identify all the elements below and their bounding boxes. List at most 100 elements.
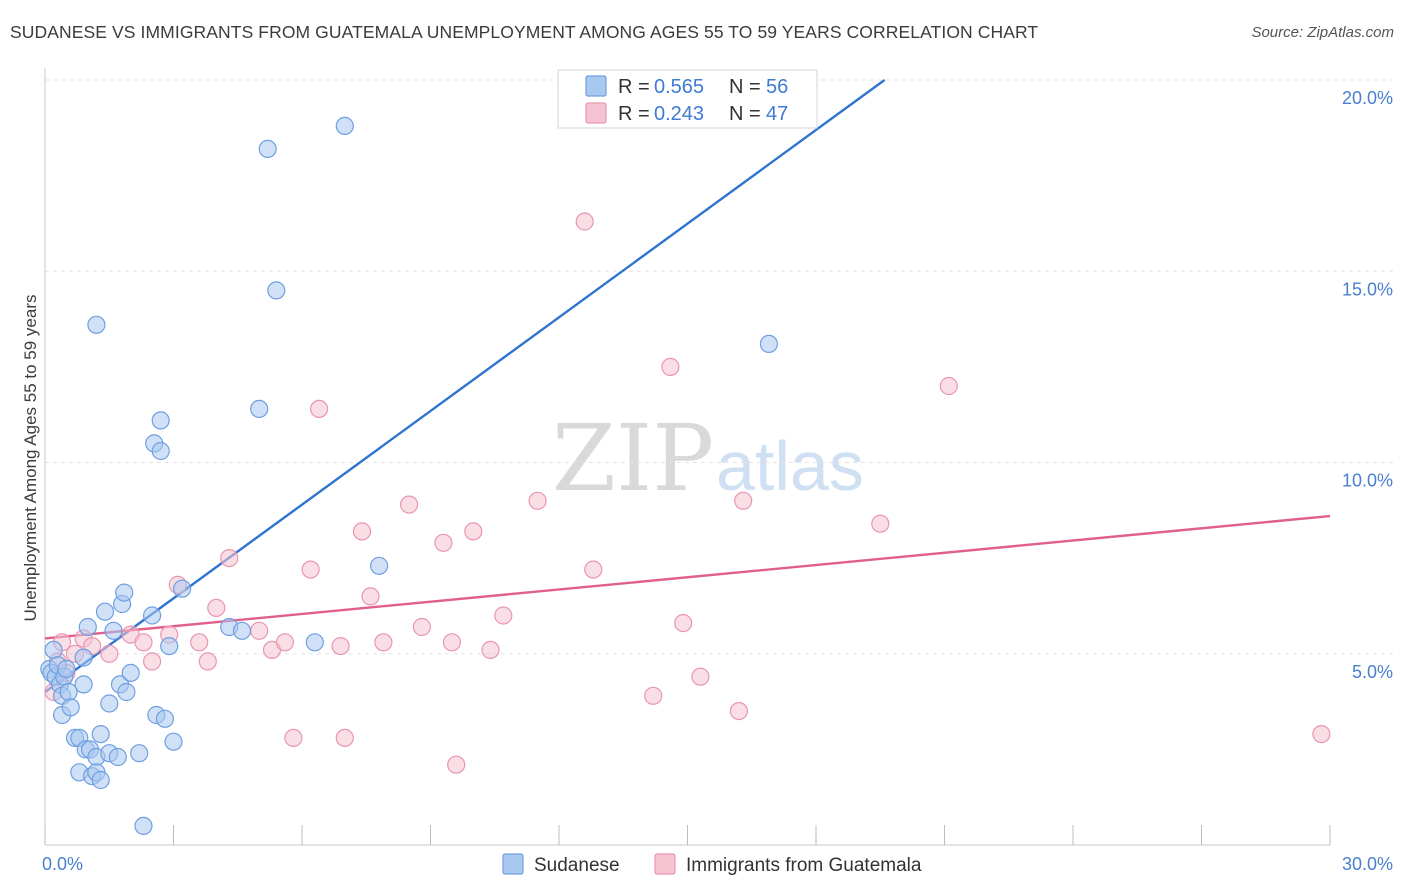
legend-n-label-1: N =: [729, 76, 761, 98]
point-guatemala: [1312, 724, 1331, 744]
point-sudanese: [95, 602, 115, 621]
point-guatemala: [871, 514, 890, 533]
point-sudanese: [117, 682, 136, 702]
point-guatemala: [434, 533, 453, 552]
point-guatemala: [275, 633, 294, 652]
point-sudanese: [155, 709, 174, 728]
point-guatemala: [734, 491, 753, 510]
point-guatemala: [729, 701, 749, 721]
point-guatemala: [198, 652, 217, 671]
point-sudanese: [57, 659, 76, 679]
point-guatemala: [674, 613, 693, 633]
y-tick-label: 20.0%: [1342, 88, 1393, 108]
legend-swatch-sudanese: [585, 75, 607, 97]
point-guatemala: [250, 621, 269, 640]
point-guatemala: [584, 560, 603, 579]
point-sudanese: [151, 441, 170, 461]
point-sudanese: [61, 698, 80, 717]
point-guatemala: [335, 728, 354, 748]
point-guatemala: [644, 686, 663, 705]
point-guatemala: [207, 598, 226, 618]
legend-n-label-2: N =: [729, 103, 761, 125]
point-sudanese: [44, 640, 63, 660]
x-tick-label: 30.0%: [1342, 854, 1393, 874]
point-guatemala: [190, 633, 209, 652]
point-sudanese: [173, 579, 192, 598]
trend-line-sudanese: [44, 79, 886, 693]
point-sudanese: [74, 648, 93, 667]
point-guatemala: [528, 491, 547, 510]
point-guatemala: [284, 728, 303, 748]
point-sudanese: [121, 663, 140, 683]
point-sudanese: [91, 724, 110, 744]
legend-r-label-2: R =: [618, 103, 650, 125]
trend-lines: [44, 79, 1331, 693]
point-sudanese: [87, 315, 106, 334]
point-sudanese: [108, 747, 127, 767]
point-sudanese: [335, 116, 354, 136]
y-tick-label: 10.0%: [1342, 471, 1393, 491]
point-guatemala: [691, 667, 710, 686]
point-guatemala: [374, 633, 393, 652]
point-guatemala: [481, 640, 500, 660]
point-sudanese: [59, 682, 78, 702]
point-sudanese: [759, 334, 779, 353]
point-guatemala: [361, 587, 380, 606]
point-guatemala: [494, 606, 513, 625]
point-guatemala: [400, 495, 419, 514]
point-guatemala: [143, 652, 162, 671]
point-guatemala: [352, 522, 372, 541]
data-points: [40, 116, 1331, 836]
x-tick-label: 0.0%: [42, 854, 83, 874]
point-guatemala: [464, 522, 483, 541]
legend-r-label-1: R =: [618, 76, 650, 98]
watermark-atlas: atlas: [716, 427, 864, 505]
gridlines: [45, 79, 1395, 655]
point-sudanese: [258, 139, 277, 158]
point-guatemala: [939, 376, 958, 396]
point-sudanese: [130, 744, 149, 763]
legend-n-value-1: 56: [766, 76, 788, 98]
watermark: ZIP atlas: [552, 405, 864, 512]
bottom-legend: Sudanese Immigrants from Guatemala: [502, 853, 922, 876]
trend-line-guatemala: [44, 514, 1331, 640]
point-guatemala: [661, 357, 680, 376]
source-label: Source: ZipAtlas.com: [1251, 24, 1394, 41]
point-guatemala: [331, 636, 350, 656]
bottom-legend-swatch-guatemala: [654, 853, 676, 875]
point-sudanese: [115, 583, 134, 602]
point-guatemala: [442, 633, 461, 652]
bottom-legend-swatch-sudanese: [502, 853, 524, 875]
point-guatemala: [134, 633, 153, 652]
point-sudanese: [78, 617, 97, 637]
point-guatemala: [100, 644, 119, 663]
bottom-legend-label-sudanese: Sudanese: [534, 855, 620, 876]
point-guatemala: [310, 399, 329, 418]
point-sudanese: [160, 636, 179, 656]
point-guatemala: [301, 560, 320, 579]
point-sudanese: [151, 411, 170, 430]
legend-n-value-2: 47: [766, 103, 788, 125]
point-sudanese: [232, 621, 252, 640]
point-sudanese: [370, 556, 389, 575]
point-sudanese: [91, 770, 110, 790]
chart-title: SUDANESE VS IMMIGRANTS FROM GUATEMALA UN…: [10, 22, 1039, 42]
point-sudanese: [100, 694, 119, 713]
point-sudanese: [74, 675, 93, 694]
bottom-legend-label-guatemala: Immigrants from Guatemala: [686, 855, 922, 876]
point-sudanese: [164, 732, 183, 751]
axes: 5.0% 10.0% 15.0% 20.0% 0.0% 30.0%: [42, 68, 1393, 874]
watermark-zip: ZIP: [552, 405, 714, 512]
y-axis-label: Unemployment Among Ages 55 to 59 years: [21, 295, 40, 622]
legend-r-value-1: 0.565: [654, 76, 704, 98]
point-guatemala: [447, 755, 466, 774]
legend-swatch-guatemala: [585, 102, 607, 124]
point-guatemala: [220, 548, 239, 568]
legend: R = 0.565 N = 56 R = 0.243 N = 47: [557, 69, 818, 129]
point-sudanese: [104, 621, 123, 640]
y-tick-label: 5.0%: [1352, 662, 1393, 682]
y-tick-label: 15.0%: [1342, 279, 1393, 299]
point-guatemala: [412, 617, 431, 637]
point-guatemala: [575, 212, 594, 231]
